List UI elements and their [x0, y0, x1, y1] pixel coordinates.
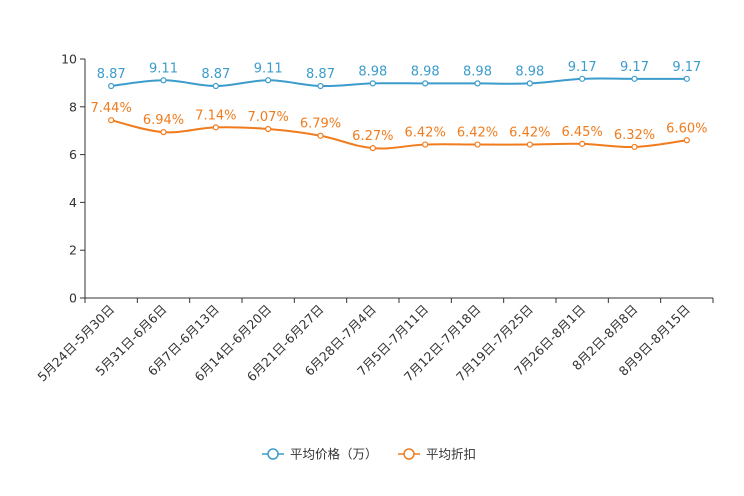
- data-point: [160, 77, 167, 84]
- series-2: 7.44% 6.94% 7.14% 7.07% 6.79% 6.27% 6.42% 6.42%…: [91, 101, 707, 152]
- data-point: [265, 125, 272, 133]
- data-label: 8.98: [463, 64, 492, 79]
- y-tick-label: 6: [69, 147, 77, 162]
- data-label: 9.11: [149, 61, 178, 76]
- data-point: [526, 80, 533, 87]
- data-point: [422, 141, 429, 148]
- series-layer: 8.87 9.11 8.87 9.11 8.87 8.98 8.98 8.98 8.98 9.17…: [91, 60, 707, 152]
- series-line: [111, 77, 687, 88]
- y-tick-label: 2: [69, 243, 77, 258]
- data-point: [474, 141, 481, 148]
- data-label: 8.98: [358, 64, 387, 79]
- data-label: 6.79%: [300, 117, 341, 132]
- data-point: [631, 75, 638, 82]
- data-label: 8.98: [515, 64, 544, 79]
- data-label: 9.11: [254, 61, 283, 76]
- data-label: 6.27%: [352, 129, 393, 144]
- data-label: 8.87: [201, 67, 230, 82]
- data-label: 7.14%: [195, 108, 236, 123]
- data-label: 7.44%: [91, 101, 132, 116]
- data-label: 6.42%: [405, 126, 446, 141]
- data-point: [683, 75, 690, 82]
- data-point: [526, 141, 533, 148]
- data-label: 8.87: [306, 67, 335, 82]
- data-point: [631, 143, 638, 151]
- data-point: [212, 82, 219, 90]
- series-1: 8.87 9.11 8.87 9.11 8.87 8.98 8.98 8.98 8.98 9.17…: [97, 60, 701, 90]
- data-point: [265, 77, 272, 84]
- axes: 02468105月24日-5月30日5月31日-6月6日6月7日-6月13日6月…: [34, 52, 714, 384]
- data-label: 6.60%: [666, 121, 707, 136]
- data-label: 9.17: [568, 60, 597, 75]
- data-label: 6.42%: [509, 126, 550, 141]
- data-point: [369, 145, 376, 152]
- data-label: 6.32%: [614, 128, 655, 143]
- data-label: 9.17: [620, 60, 649, 75]
- y-tick-label: 8: [69, 99, 77, 114]
- data-point: [108, 82, 115, 90]
- data-point: [212, 124, 219, 131]
- data-label: 8.87: [97, 67, 126, 82]
- data-label: 9.17: [672, 60, 701, 75]
- legend-label: 平均价格（万）: [290, 447, 378, 462]
- data-point: [579, 140, 586, 147]
- legend: 平均价格（万） 平均折扣: [262, 447, 476, 462]
- data-point: [160, 129, 167, 136]
- data-point: [422, 80, 429, 87]
- data-point: [683, 137, 690, 144]
- legend-marker: [267, 448, 279, 460]
- data-point: [579, 75, 586, 82]
- data-label: 7.07%: [248, 110, 289, 125]
- data-point: [317, 132, 324, 139]
- legend-label: 平均折扣: [426, 447, 476, 462]
- data-label: 6.45%: [562, 125, 603, 140]
- legend-marker: [403, 448, 415, 460]
- data-label: 6.94%: [143, 113, 184, 128]
- data-point: [317, 82, 324, 90]
- data-label: 8.98: [411, 64, 440, 79]
- y-tick-label: 0: [69, 291, 77, 306]
- y-tick-label: 10: [61, 52, 77, 67]
- series-line: [110, 119, 687, 150]
- legend-item-2: 平均折扣: [398, 447, 476, 462]
- data-point: [474, 80, 481, 87]
- data-point: [108, 117, 115, 124]
- data-label: 6.42%: [457, 126, 498, 141]
- y-tick-label: 4: [69, 195, 77, 210]
- legend-item-1: 平均价格（万）: [262, 447, 378, 462]
- data-point: [369, 80, 376, 87]
